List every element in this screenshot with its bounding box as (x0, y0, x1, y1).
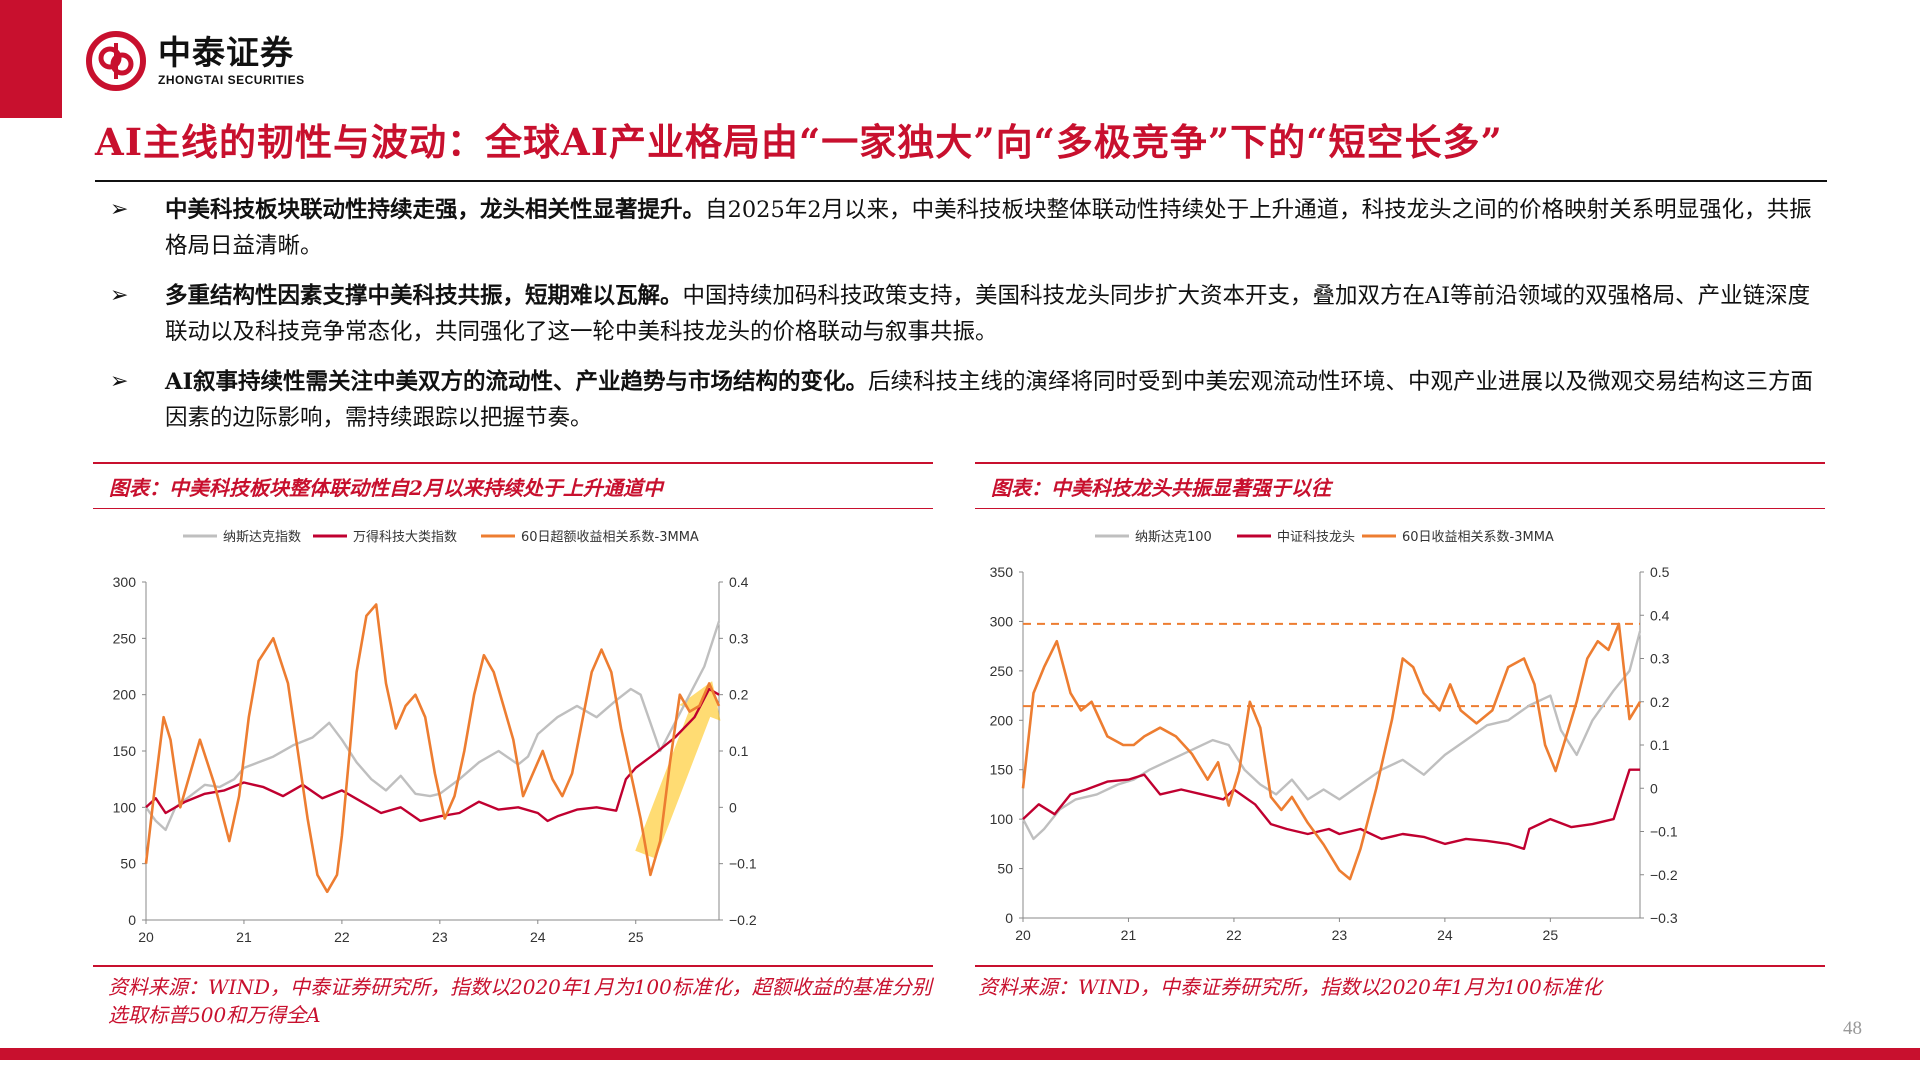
bullet-bold-lead: 中美科技板块联动性持续走强，龙头相关性显著提升。 (165, 197, 706, 223)
logo-english-text: ZHONGTAI SECURITIES (158, 73, 305, 87)
title-divider (95, 180, 1827, 182)
left-y-tick-label: 350 (990, 564, 1014, 580)
x-tick-label: 23 (432, 929, 448, 945)
right-y-tick-label: −0.1 (729, 856, 757, 872)
x-tick-label: 25 (1543, 927, 1559, 943)
x-tick-label: 22 (1226, 927, 1242, 943)
right-y-tick-label: 0.1 (1650, 737, 1670, 753)
left-y-tick-label: 200 (113, 687, 137, 703)
right-y-tick-label: 0.1 (729, 743, 749, 759)
x-tick-label: 21 (1121, 927, 1137, 943)
bullet-bold-lead: 多重结构性因素支撑中美科技共振，短期难以瓦解。 (165, 283, 683, 309)
x-tick-label: 20 (138, 929, 154, 945)
left-y-tick-label: 0 (1005, 910, 1013, 926)
right-y-tick-label: −0.1 (1650, 824, 1678, 840)
right-source-note: 资料来源：WIND，中泰证券研究所，指数以2020年1月为100标准化 (978, 975, 1602, 999)
bullet-body: 后续科技主线的演绎将同时受到中美宏观流动性环境、中观产业进展以及微观交易结构这三… (165, 369, 1813, 431)
series-line-2 (144, 603, 721, 894)
left-y-tick-label: 300 (990, 613, 1014, 629)
series-line-0 (1021, 630, 1642, 841)
x-tick-label: 21 (236, 929, 252, 945)
x-tick-label: 23 (1332, 927, 1348, 943)
left-y-tick-label: 50 (120, 856, 136, 872)
right-chart-panel: 图表：中美科技龙头共振显著强于以往 0 50 100 150 200 250 300 350−… (975, 462, 1825, 967)
arrow-bullet-icon: ➢ (110, 283, 129, 308)
legend-label: 万得科技大类指数 (353, 529, 457, 545)
x-tick-label: 20 (1015, 927, 1031, 943)
right-y-tick-label: −0.3 (1650, 910, 1678, 926)
right-y-tick-label: −0.2 (1650, 867, 1678, 883)
left-y-tick-label: 100 (990, 811, 1014, 827)
bullet-item: ➢ 中美科技板块联动性持续走强，龙头相关性显著提升。自2025年2月以来，中美科… (110, 192, 1820, 264)
right-chart-title: 图表：中美科技龙头共振显著强于以往 (991, 476, 1331, 500)
bottom-accent-bar (0, 1048, 1920, 1060)
left-y-tick-label: 300 (113, 574, 137, 590)
left-y-tick-label: 250 (113, 630, 137, 646)
legend-label: 中证科技龙头 (1277, 530, 1355, 545)
left-y-tick-label: 50 (997, 861, 1013, 877)
right-y-tick-label: 0 (1650, 780, 1658, 796)
x-tick-label: 22 (334, 929, 350, 945)
right-y-tick-label: 0.3 (729, 630, 749, 646)
left-source-note: 资料来源：WIND，中泰证券研究所，指数以2020年1月为100标准化，超额收益… (108, 975, 932, 1027)
x-tick-label: 24 (1437, 927, 1453, 943)
page-title: AI主线的韧性与波动：全球AI产业格局由“一家独大”向“多极竞争”下的“短空长多… (95, 120, 1503, 164)
right-y-tick-label: 0.4 (1650, 607, 1670, 623)
legend-label: 60日超额收益相关系数-3MMA (521, 530, 699, 545)
left-line-chart: 0 50 100 150 200 250 300 −0.2 −0.1 0 0.1 0.2 0.3 0.4 2… (113, 529, 757, 945)
bullet-text: 中美科技板块联动性持续走强，龙头相关性显著提升。自2025年2月以来，中美科技板… (165, 192, 1820, 264)
arrow-bullet-icon: ➢ (110, 197, 129, 222)
panel-divider (93, 508, 933, 509)
bullet-text: 多重结构性因素支撑中美科技共振，短期难以瓦解。中国持续加码科技政策支持，美国科技… (165, 278, 1820, 350)
panel-divider (975, 508, 1825, 509)
bullet-body: 中国持续加码科技政策支持，美国科技龙头同步扩大资本开支，叠加双方在AI等前沿领域… (165, 283, 1811, 345)
bullet-text: AI叙事持续性需关注中美双方的流动性、产业趋势与市场结构的变化。后续科技主线的演… (165, 364, 1820, 436)
bullet-body: 自2025年2月以来，中美科技板块整体联动性持续处于上升通道，科技龙头之间的价格… (165, 197, 1812, 259)
left-y-tick-label: 200 (990, 712, 1014, 728)
series-line-1 (1022, 768, 1640, 850)
left-y-tick-label: 150 (113, 743, 137, 759)
left-y-tick-label: 150 (990, 762, 1014, 778)
arrow-bullet-icon: ➢ (110, 369, 129, 394)
bullet-item: ➢ AI叙事持续性需关注中美双方的流动性、产业趋势与市场结构的变化。后续科技主线… (110, 364, 1820, 436)
left-y-tick-label: 100 (113, 799, 137, 815)
right-y-tick-label: 0.4 (729, 574, 749, 590)
series-line-0 (145, 621, 721, 832)
brand-logo: 中泰证券 ZHONGTAI SECURITIES (86, 30, 305, 92)
left-chart-panel: 图表：中美科技板块整体联动性自2月以来持续处于上升通道中 0 50 100 150 20… (93, 462, 933, 967)
right-line-chart: 0 50 100 150 200 250 300 350 −0.3 −0.2 −0.1 0 0.1 0.2… (990, 530, 1678, 943)
trend-arrow-annotation (635, 681, 721, 859)
x-tick-label: 25 (628, 929, 644, 945)
corner-accent-bar (0, 0, 62, 118)
left-y-tick-label: 250 (990, 663, 1014, 679)
right-y-tick-label: 0.5 (1650, 564, 1670, 580)
bullet-item: ➢ 多重结构性因素支撑中美科技共振，短期难以瓦解。中国持续加码科技政策支持，美国… (110, 278, 1820, 350)
legend-label: 纳斯达克100 (1135, 530, 1212, 545)
legend-label: 纳斯达克指数 (223, 530, 301, 545)
right-y-tick-label: 0.3 (1650, 651, 1670, 667)
series-line-2 (1021, 622, 1642, 881)
page-number: 48 (1843, 1018, 1862, 1039)
bullet-list: ➢ 中美科技板块联动性持续走强，龙头相关性显著提升。自2025年2月以来，中美科… (110, 192, 1820, 450)
right-y-tick-label: 0.2 (1650, 694, 1670, 710)
logo-chinese-text: 中泰证券 (158, 33, 294, 72)
left-y-tick-label: 0 (128, 912, 136, 928)
bullet-bold-lead: AI叙事持续性需关注中美双方的流动性、产业趋势与市场结构的变化。 (165, 369, 868, 395)
right-y-tick-label: 0 (729, 799, 737, 815)
x-tick-label: 24 (530, 929, 546, 945)
zhongtai-logo-icon (86, 31, 146, 91)
left-chart-title: 图表：中美科技板块整体联动性自2月以来持续处于上升通道中 (109, 476, 663, 500)
right-y-tick-label: −0.2 (729, 912, 757, 928)
legend-label: 60日收益相关系数-3MMA (1402, 530, 1554, 545)
right-y-tick-label: 0.2 (729, 687, 749, 703)
